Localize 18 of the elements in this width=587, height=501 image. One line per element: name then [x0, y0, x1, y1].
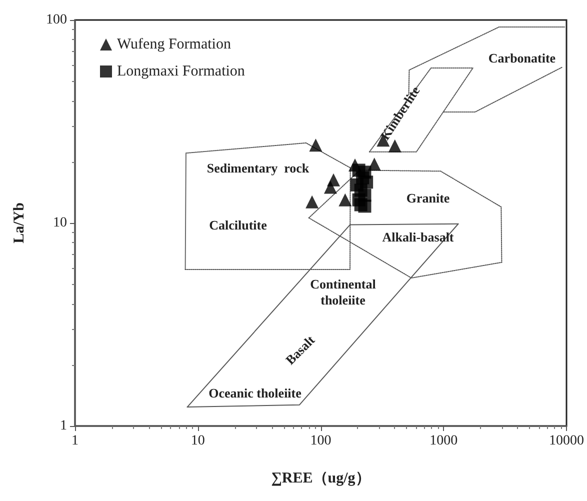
annotation: Carbonatite — [488, 50, 556, 66]
legend-label: Wufeng Formation — [117, 36, 232, 52]
annotation: Oceanic tholeiite — [208, 386, 302, 400]
y-tick-label: 100 — [46, 12, 67, 28]
x-tick-label: 10000 — [549, 434, 584, 448]
x-tick-label: 100 — [310, 434, 332, 448]
y-axis-title: La/Yb — [12, 202, 28, 244]
x-axis-title: ∑REE（ug/g） — [271, 470, 370, 486]
x-tick-label: 1000 — [430, 434, 458, 448]
annotation: Continental tholeiite — [310, 276, 376, 308]
annotation: Granite — [406, 190, 450, 206]
annotation: Sedimentary rock — [206, 160, 310, 176]
x-tick-label: 10 — [190, 434, 205, 448]
annotation: Calcilutite — [209, 218, 268, 232]
x-tick-label: 1 — [72, 434, 78, 448]
y-tick-label: 1 — [60, 418, 67, 434]
y-tick-label: 10 — [53, 216, 67, 230]
legend-label: Longmaxi Formation — [117, 64, 246, 80]
